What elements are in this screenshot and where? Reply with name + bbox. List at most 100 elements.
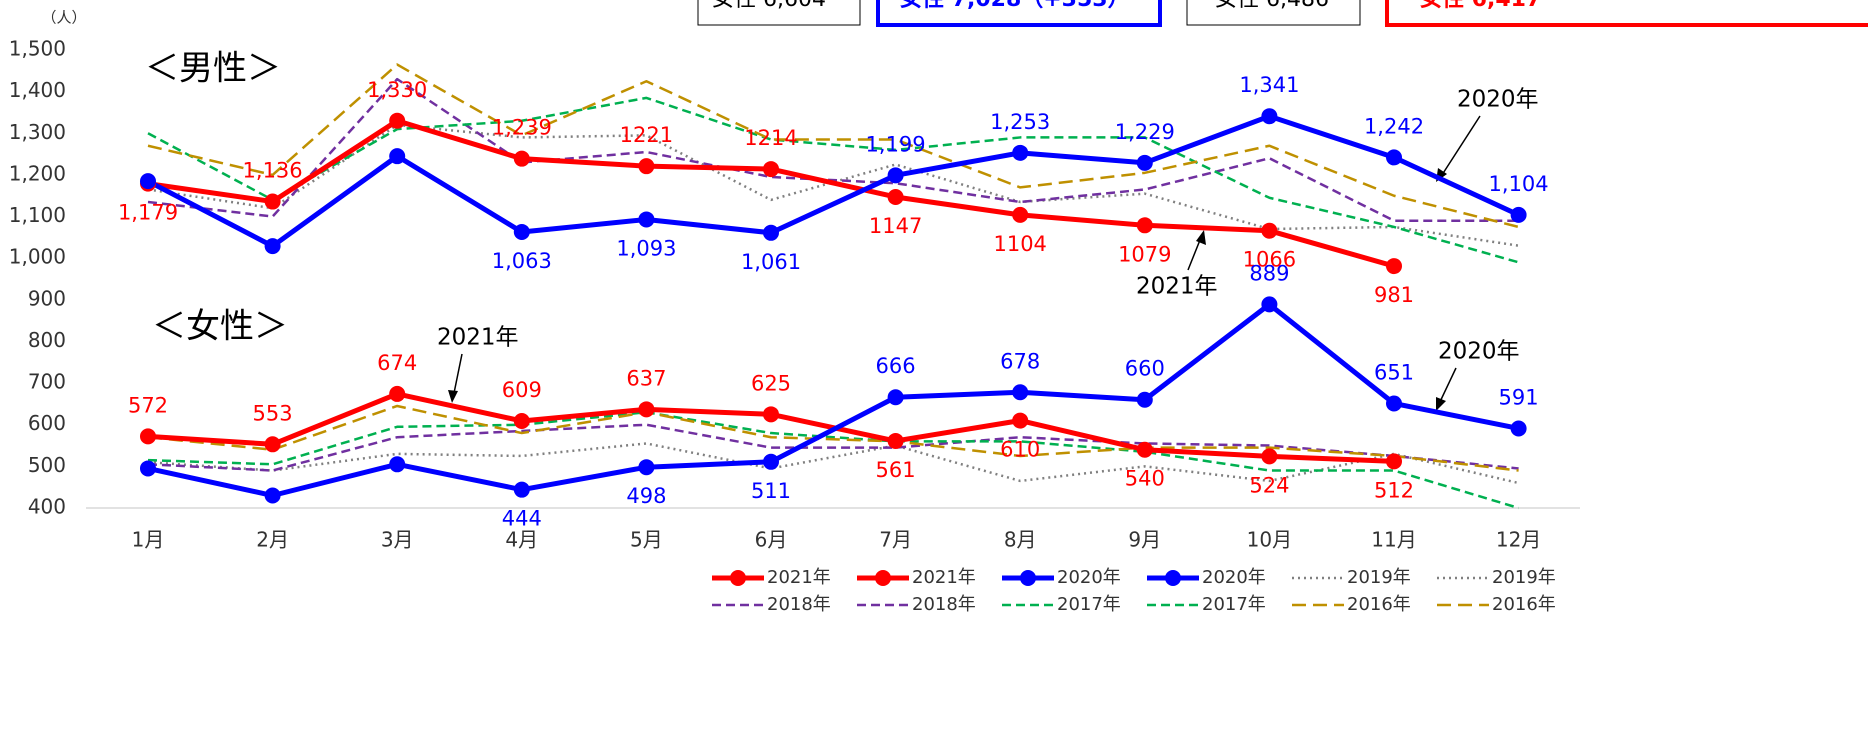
legend-label: 2021年 — [912, 567, 976, 588]
data-label: 637 — [626, 366, 666, 390]
data-label: 524 — [1249, 473, 1289, 497]
data-label: 1,229 — [1115, 120, 1175, 144]
series-line — [147, 442, 1519, 485]
annotation: 2020年 — [1438, 339, 1520, 365]
series-line — [146, 113, 1520, 249]
series-line — [147, 123, 1519, 247]
y-tick-label: 400 — [28, 495, 66, 519]
marker — [513, 150, 530, 167]
marker — [887, 188, 904, 205]
data-label: 1,199 — [866, 132, 926, 156]
marker — [763, 406, 779, 423]
marker — [1386, 149, 1402, 166]
legend-label: 2020年 — [1057, 567, 1121, 588]
marker — [1386, 395, 1402, 412]
marker — [1386, 453, 1402, 470]
data-label: 1,242 — [1364, 114, 1424, 138]
marker — [513, 223, 530, 240]
data-label: 511 — [751, 479, 791, 503]
y-tick-label: 900 — [28, 286, 66, 310]
marker — [1261, 108, 1278, 125]
y-tick-label: 1,100 — [9, 203, 66, 227]
y-tick-label: 700 — [28, 370, 66, 394]
marker — [763, 453, 779, 470]
data-label: 981 — [1374, 283, 1414, 307]
data-label: 1,239 — [492, 116, 552, 140]
annotation: ＜女性＞ — [152, 307, 288, 347]
y-tick-label: 800 — [28, 328, 66, 352]
legend-label: 2020年 — [1202, 567, 1266, 588]
legend-label: 2019年 — [1492, 567, 1556, 588]
data-label: 678 — [1000, 349, 1040, 373]
marker — [264, 436, 281, 453]
header-box — [876, 0, 1162, 27]
annotation: 2021年 — [437, 325, 519, 351]
marker — [638, 211, 655, 228]
x-tick-label: 9月 — [1128, 528, 1161, 552]
data-label: 1,330 — [367, 78, 427, 102]
marker — [1012, 412, 1029, 429]
marker — [1386, 258, 1402, 275]
marker — [887, 167, 904, 184]
header-text: 女性 7,028（+353） — [900, 0, 1130, 12]
series-line — [147, 96, 1519, 264]
y-tick-label: 1,400 — [9, 78, 66, 102]
marker — [763, 161, 779, 178]
annotation: ＜男性＞ — [145, 49, 281, 89]
data-label: 1,093 — [616, 236, 676, 260]
legend-marker — [730, 570, 746, 586]
legend-marker — [1020, 570, 1036, 586]
marker — [763, 224, 779, 241]
legend-label: 2017年 — [1202, 594, 1266, 615]
series-line — [147, 410, 1519, 510]
series-line — [147, 63, 1519, 229]
legend-label: 2017年 — [1057, 594, 1121, 615]
annotation: 2020年 — [1457, 87, 1539, 113]
x-tick-label: 7月 — [879, 528, 912, 552]
arrow-head — [1436, 397, 1446, 411]
header-text: 女性 6,486 — [1215, 0, 1329, 12]
legend-marker — [1165, 570, 1181, 586]
marker — [1136, 154, 1153, 171]
x-tick-label: 4月 — [505, 528, 538, 552]
marker — [1261, 448, 1278, 465]
marker — [389, 148, 406, 165]
header-box — [697, 0, 861, 26]
series-line — [147, 77, 1519, 222]
x-tick-label: 3月 — [381, 528, 414, 552]
data-label: 1,253 — [990, 110, 1050, 134]
data-label: 660 — [1125, 357, 1165, 381]
data-label: 1,061 — [741, 250, 801, 274]
annotation: 2021年 — [1136, 274, 1218, 300]
marker — [1136, 217, 1153, 234]
y-tick-label: 500 — [28, 453, 66, 477]
legend-marker — [875, 570, 891, 586]
data-label: 1147 — [869, 214, 922, 238]
marker — [1012, 206, 1029, 223]
marker — [887, 389, 904, 406]
marker — [264, 238, 281, 255]
data-label: 553 — [253, 401, 293, 425]
data-label: 1221 — [620, 123, 673, 147]
series-line — [147, 423, 1519, 472]
x-tick-label: 10月 — [1247, 528, 1292, 552]
y-unit: （人） — [41, 9, 86, 27]
legend-label: 2018年 — [767, 594, 831, 615]
header-text: 女性 6,604 — [712, 0, 826, 12]
marker — [1136, 391, 1153, 408]
marker — [1012, 144, 1029, 161]
marker — [1261, 222, 1278, 239]
data-label: 1104 — [993, 232, 1046, 256]
marker — [140, 428, 156, 445]
data-label: 1079 — [1118, 242, 1171, 266]
y-tick-label: 600 — [28, 411, 66, 435]
x-tick-label: 11月 — [1371, 528, 1416, 552]
data-label: 1,136 — [243, 159, 303, 183]
data-label: 1066 — [1243, 248, 1296, 272]
marker — [1510, 206, 1527, 223]
marker — [1136, 441, 1153, 458]
marker — [1261, 296, 1278, 313]
legend-label: 2021年 — [767, 567, 831, 588]
data-label: 651 — [1374, 360, 1414, 384]
x-tick-label: 12月 — [1496, 528, 1541, 552]
